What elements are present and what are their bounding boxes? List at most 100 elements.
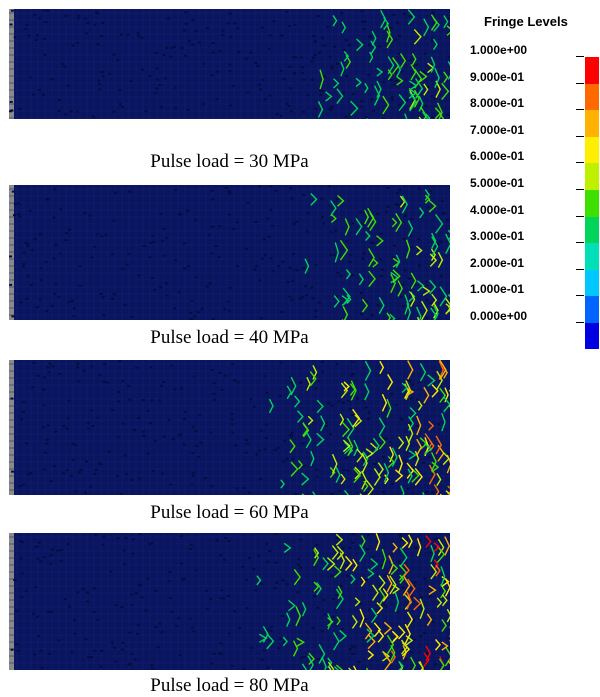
mesh-speckle [333, 254, 336, 256]
mesh-speckle [87, 656, 90, 658]
mesh-speckle [245, 439, 248, 441]
mesh-speckle [30, 284, 33, 286]
mesh-speckle [57, 639, 60, 641]
mesh-speckle [37, 635, 40, 637]
mesh-speckle [140, 596, 143, 598]
mesh-speckle [212, 393, 215, 395]
mesh-speckle [14, 36, 17, 38]
mesh-speckle [158, 623, 161, 625]
mesh-speckle [302, 465, 305, 467]
mesh-speckle [279, 395, 282, 397]
mesh-speckle [346, 400, 349, 402]
mesh-speckle [93, 587, 96, 589]
mesh-speckle [402, 587, 405, 589]
mesh-speckle [185, 23, 188, 25]
mesh-speckle [86, 592, 89, 594]
mesh-speckle [28, 35, 31, 37]
fringe-stroke [402, 383, 407, 392]
mesh-speckle [408, 380, 411, 382]
mesh-speckle [236, 265, 239, 267]
mesh-speckle [165, 47, 168, 49]
mesh-speckle [320, 198, 323, 200]
mesh-speckle [151, 542, 154, 544]
fringe-plot-40 [9, 185, 450, 320]
mesh-speckle [118, 360, 121, 362]
mesh-speckle [255, 453, 258, 455]
mesh-speckle [25, 24, 28, 26]
mesh-speckle [10, 23, 13, 25]
fringe-stroke [338, 196, 344, 207]
legend-color-segment [585, 190, 599, 217]
mesh-speckle [259, 88, 262, 90]
mesh-speckle [212, 51, 215, 53]
mesh-speckle [410, 246, 413, 248]
mesh-speckle [178, 291, 181, 293]
mesh-speckle [118, 89, 121, 91]
mesh-speckle [266, 628, 269, 630]
mesh-speckle [425, 280, 428, 282]
mesh-speckle [395, 80, 398, 82]
mesh-speckle [160, 106, 163, 108]
mesh-speckle [292, 253, 295, 255]
mesh-speckle [277, 647, 280, 649]
legend-color-segment [585, 243, 599, 270]
mesh-speckle [426, 284, 429, 286]
mesh-speckle [423, 632, 426, 634]
mesh-speckle [137, 417, 140, 419]
fringe-stroke [333, 15, 336, 26]
mesh-speckle [302, 442, 305, 444]
fringe-stroke [441, 494, 444, 495]
mesh-speckle [114, 661, 117, 663]
fringe-stroke [370, 52, 373, 63]
fringe-stroke [374, 623, 380, 637]
mesh-speckle [262, 79, 265, 81]
mesh-speckle [78, 265, 81, 267]
mesh-speckle [194, 219, 197, 221]
mesh-speckle [167, 18, 170, 20]
fringe-stroke [397, 63, 401, 77]
mesh-speckle [166, 237, 169, 239]
mesh-speckle [367, 35, 370, 37]
mesh-speckle [97, 79, 100, 81]
mesh-speckle [108, 73, 111, 75]
mesh-speckle [121, 649, 124, 651]
mesh-speckle [95, 469, 98, 471]
mesh-speckle [398, 561, 401, 563]
fringe-stroke [442, 413, 445, 431]
mesh-speckle [70, 110, 73, 112]
mesh-speckle [88, 215, 91, 217]
mesh-speckle [385, 211, 388, 213]
mesh-speckle [221, 34, 224, 36]
mesh-speckle [270, 626, 273, 628]
mesh-speckle [34, 586, 37, 588]
fringe-stroke [337, 89, 343, 104]
mesh-speckle [345, 457, 348, 459]
mesh-speckle [94, 534, 97, 536]
mesh-speckle [100, 235, 103, 237]
mesh-speckle [275, 533, 278, 535]
mesh-speckle [39, 650, 42, 652]
mesh-speckle [301, 72, 304, 74]
fringe-stroke [341, 474, 345, 484]
mesh-speckle [371, 314, 374, 316]
fringe-stroke [399, 455, 402, 473]
mesh-speckle [328, 402, 331, 404]
mesh-speckle [76, 363, 79, 365]
mesh-speckle [322, 599, 325, 601]
mesh-speckle [117, 400, 120, 402]
legend-tick [576, 242, 584, 243]
mesh-speckle [265, 437, 268, 439]
mesh-speckle [77, 381, 80, 383]
fringe-stroke [418, 401, 421, 410]
fringe-stroke [340, 240, 347, 260]
mesh-speckle [351, 222, 354, 224]
fringe-plot-80 [9, 533, 450, 670]
mesh-speckle [39, 560, 42, 562]
mesh-speckle [49, 563, 52, 565]
mesh-speckle [15, 643, 18, 645]
mesh-speckle [261, 27, 264, 29]
mesh-speckle [197, 311, 200, 313]
fringe-stroke [388, 374, 393, 389]
fringe-stroke [281, 480, 284, 488]
mesh-speckle [429, 302, 432, 304]
